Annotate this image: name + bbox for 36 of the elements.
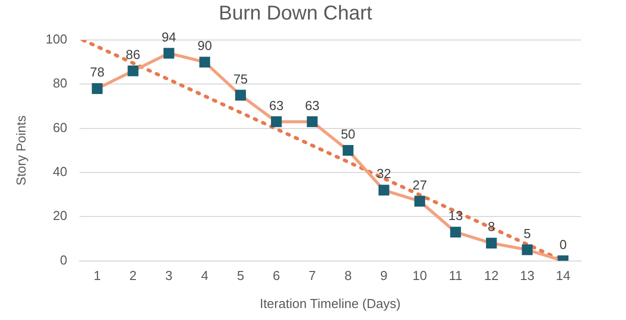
data-label: 0 bbox=[559, 236, 567, 252]
data-label: 5 bbox=[524, 226, 531, 241]
data-label: 94 bbox=[162, 29, 176, 44]
data-label: 63 bbox=[269, 98, 284, 113]
x-axis-title: Iteration Timeline (Days) bbox=[260, 296, 401, 311]
y-tick-label: 20 bbox=[52, 208, 68, 224]
x-tick-label: 3 bbox=[165, 268, 172, 284]
data-label: 90 bbox=[197, 38, 212, 54]
y-axis-title: Story Points bbox=[13, 114, 28, 186]
y-tick-label: 40 bbox=[52, 164, 68, 180]
y-tick-label: 0 bbox=[60, 252, 68, 268]
y-tick-label: 60 bbox=[52, 120, 68, 135]
y-tick-label: 80 bbox=[52, 76, 68, 91]
x-tick-label: 13 bbox=[520, 268, 534, 284]
data-label: 32 bbox=[376, 166, 392, 182]
x-tick-label: 14 bbox=[556, 268, 570, 284]
x-tick-label: 1 bbox=[94, 268, 101, 284]
data-label: 78 bbox=[90, 64, 104, 80]
data-label: 75 bbox=[233, 71, 248, 86]
data-label: 63 bbox=[304, 98, 320, 113]
x-tick-label: 10 bbox=[412, 268, 427, 284]
x-tick-label: 11 bbox=[448, 268, 462, 284]
data-label: 50 bbox=[340, 126, 356, 142]
chart-title: Burn Down Chart bbox=[218, 2, 373, 25]
x-tick-label: 8 bbox=[344, 268, 352, 284]
y-tick-label: 100 bbox=[46, 32, 68, 47]
x-tick-label: 6 bbox=[272, 268, 280, 284]
data-label: 27 bbox=[412, 177, 427, 192]
x-tick-label: 2 bbox=[129, 268, 137, 284]
x-tick-label: 7 bbox=[308, 268, 316, 284]
x-tick-label: 5 bbox=[236, 268, 244, 284]
x-tick-label: 4 bbox=[201, 268, 208, 284]
data-label: 86 bbox=[126, 46, 140, 62]
x-tick-label: 12 bbox=[484, 268, 499, 284]
x-tick-label: 9 bbox=[380, 268, 388, 284]
data-label: 13 bbox=[448, 208, 463, 224]
